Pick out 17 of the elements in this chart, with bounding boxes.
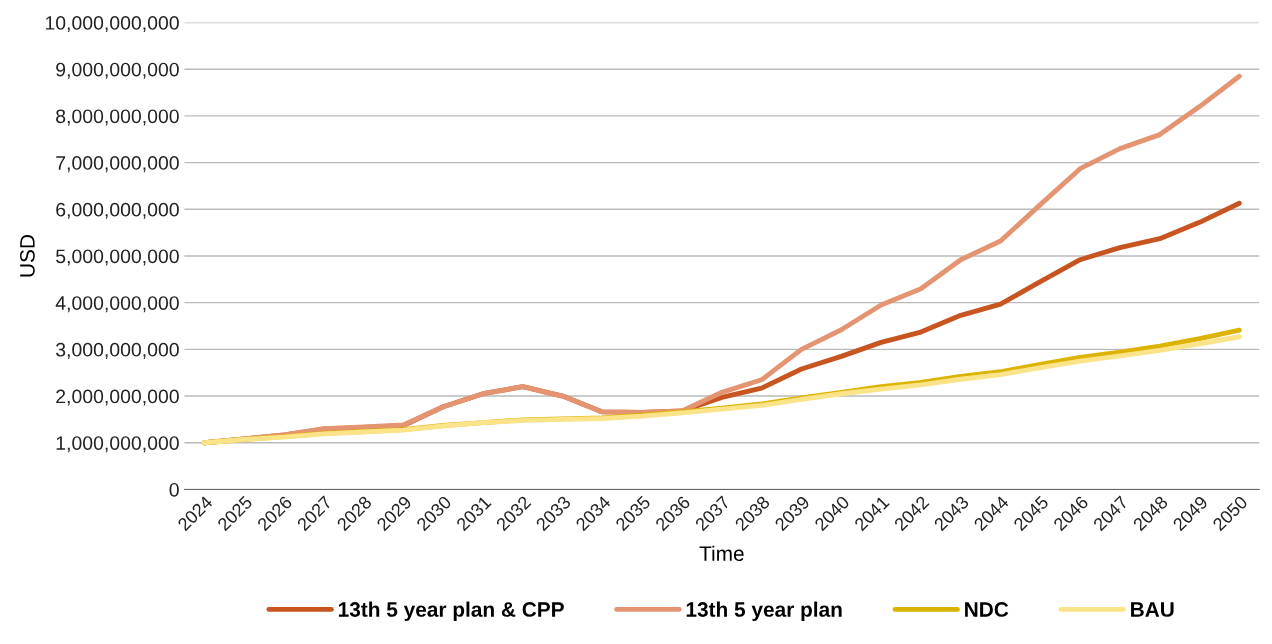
y-tick-label: 0 [169,482,179,497]
legend-label: 13th 5 year plan & CPP [338,601,564,621]
y-tick-label: 4,000,000,000 [55,296,179,313]
y-tick-label: 10,000,000,000 [45,16,179,33]
y-tick-label: 6,000,000,000 [56,202,179,219]
y-tick-label: 2,000,000,000 [56,389,179,406]
legend-label: 13th 5 year plan [686,601,842,621]
y-tick-label: 9,000,000,000 [56,62,179,79]
y-tick-label: 7,000,000,000 [56,156,179,173]
y-axis-title: USD [20,234,35,277]
y-tick-label: 3,000,000,000 [55,342,179,359]
y-tick-label: 1,000,000,000 [56,436,179,453]
legend-label: BAU [1131,602,1174,617]
y-tick-label: 8,000,000,000 [56,109,179,126]
legend-label: NDC [965,602,1009,617]
x-axis-title: Time [699,545,744,562]
y-tick-label: 5,000,000,000 [56,249,179,266]
